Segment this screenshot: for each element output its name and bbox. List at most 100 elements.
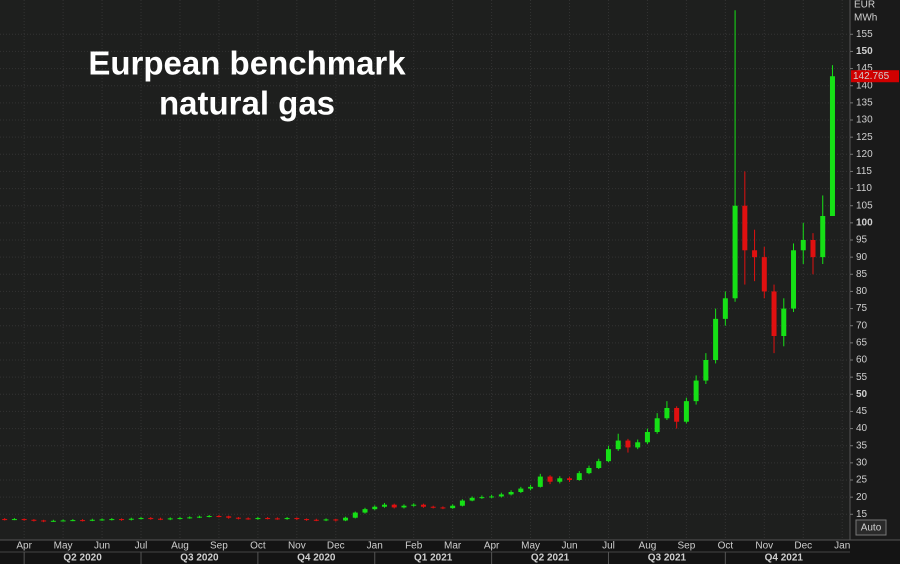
candle-body bbox=[498, 494, 504, 497]
candle-body bbox=[820, 216, 826, 258]
candle-body bbox=[420, 504, 426, 507]
candle-body bbox=[313, 519, 319, 521]
candle-body bbox=[547, 476, 553, 482]
quarter-label: Q4 2021 bbox=[765, 553, 804, 564]
candle-body bbox=[605, 449, 611, 462]
candle-body bbox=[537, 476, 543, 487]
candle-body bbox=[119, 519, 125, 521]
y-tick-label: 120 bbox=[856, 149, 873, 160]
candle-body bbox=[752, 250, 758, 258]
candle-body bbox=[177, 518, 183, 520]
candle-body bbox=[372, 506, 378, 510]
candle-body bbox=[810, 240, 816, 258]
x-tick-label: Oct bbox=[250, 541, 266, 552]
candle-body bbox=[21, 519, 27, 521]
candle-body bbox=[196, 516, 202, 518]
candle-body bbox=[138, 518, 144, 520]
y-tick-label: 35 bbox=[856, 440, 868, 451]
candle-body bbox=[644, 432, 650, 443]
candle-body bbox=[771, 291, 777, 336]
last-price-label: 142.765 bbox=[853, 71, 890, 82]
y-tick-label: 55 bbox=[856, 372, 868, 383]
quarter-label: Q3 2020 bbox=[180, 553, 219, 564]
x-tick-label: Dec bbox=[794, 541, 812, 552]
candle-body bbox=[99, 519, 105, 521]
x-tick-label: Sep bbox=[677, 541, 695, 552]
y-tick-label: 135 bbox=[856, 97, 873, 108]
auto-button-label[interactable]: Auto bbox=[861, 523, 882, 534]
quarter-label: Q2 2020 bbox=[63, 553, 102, 564]
candle-body bbox=[11, 519, 17, 521]
x-tick-label: May bbox=[521, 541, 540, 552]
y-tick-label: 85 bbox=[856, 269, 868, 280]
candle-body bbox=[440, 507, 446, 509]
x-tick-label: Apr bbox=[484, 541, 500, 552]
quarter-label: Q2 2021 bbox=[531, 553, 570, 564]
x-tick-label: Aug bbox=[171, 541, 189, 552]
candle-body bbox=[167, 518, 173, 520]
x-tick-label: Feb bbox=[405, 541, 423, 552]
x-tick-label: Oct bbox=[718, 541, 734, 552]
candle-body bbox=[625, 440, 631, 448]
candle-body bbox=[664, 408, 670, 419]
y-tick-label: 65 bbox=[856, 337, 868, 348]
candle-body bbox=[430, 506, 436, 508]
candle-body bbox=[274, 518, 280, 520]
y-tick-label: 15 bbox=[856, 509, 868, 520]
candle-body bbox=[713, 318, 719, 360]
y-tick-label: 155 bbox=[856, 29, 873, 40]
x-tick-label: Jul bbox=[135, 541, 148, 552]
candle-body bbox=[2, 519, 8, 521]
candle-body bbox=[596, 461, 602, 468]
candle-body bbox=[109, 519, 115, 521]
candle-body bbox=[245, 518, 251, 520]
candle-body bbox=[469, 497, 475, 501]
candle-body bbox=[333, 519, 339, 521]
x-tick-label: Jan bbox=[834, 541, 850, 552]
quarter-label: Q3 2021 bbox=[648, 553, 687, 564]
candle-body bbox=[31, 519, 37, 521]
y-tick-label: 45 bbox=[856, 406, 868, 417]
candle-body bbox=[781, 308, 787, 336]
x-tick-label: May bbox=[54, 541, 73, 552]
candles bbox=[2, 10, 835, 523]
candle-body bbox=[411, 504, 417, 506]
auto-button[interactable] bbox=[855, 519, 887, 536]
y-tick-label: 20 bbox=[856, 492, 868, 503]
y-tick-label: 80 bbox=[856, 286, 868, 297]
y-tick-label: 25 bbox=[856, 475, 868, 486]
y-tick-label: 125 bbox=[856, 132, 873, 143]
x-tick-label: Sep bbox=[210, 541, 228, 552]
grid bbox=[0, 0, 850, 540]
y-tick-label: 75 bbox=[856, 303, 868, 314]
y-tick-label: 30 bbox=[856, 457, 868, 468]
y-tick-label: 90 bbox=[856, 252, 868, 263]
candle-body bbox=[362, 509, 368, 513]
x-tick-label: Dec bbox=[327, 541, 345, 552]
candle-body bbox=[70, 520, 76, 522]
candle-body bbox=[235, 517, 241, 519]
candle-body bbox=[128, 518, 134, 520]
quarter-label: Q1 2021 bbox=[414, 553, 453, 564]
y-tick-label: 60 bbox=[856, 355, 868, 366]
x-tick-label: Jan bbox=[367, 541, 383, 552]
candle-body bbox=[489, 496, 495, 498]
candle-body bbox=[294, 518, 300, 520]
candle-body bbox=[60, 520, 66, 522]
candle-body bbox=[761, 257, 767, 292]
candle-body bbox=[50, 520, 56, 522]
candle-body bbox=[732, 205, 738, 299]
candle-body bbox=[586, 468, 592, 474]
title-line: natural gas bbox=[159, 85, 335, 122]
candle-body bbox=[528, 486, 534, 489]
x-tick-label: Jul bbox=[602, 541, 615, 552]
candle-body bbox=[654, 418, 660, 432]
y-tick-label: 110 bbox=[856, 183, 872, 194]
candle-body bbox=[518, 488, 524, 492]
candle-body bbox=[323, 519, 329, 521]
candle-body bbox=[304, 519, 310, 521]
y-tick-label: 145 bbox=[856, 63, 873, 74]
candle-body bbox=[41, 520, 47, 522]
x-tick-label: Jun bbox=[94, 541, 110, 552]
y-tick-label: 140 bbox=[856, 80, 873, 91]
